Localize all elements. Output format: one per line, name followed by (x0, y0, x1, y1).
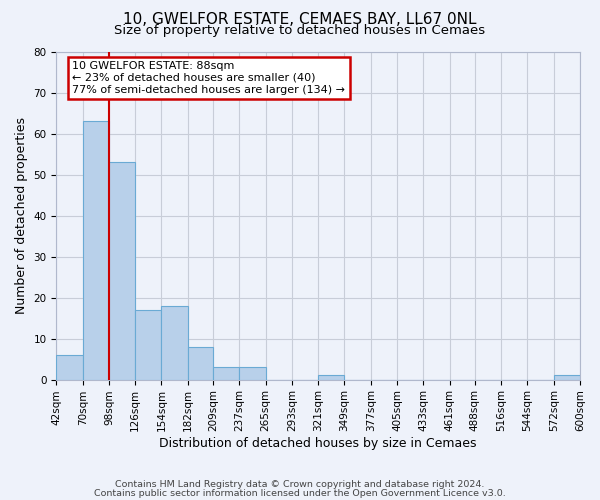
Y-axis label: Number of detached properties: Number of detached properties (15, 117, 28, 314)
Text: 10 GWELFOR ESTATE: 88sqm
← 23% of detached houses are smaller (40)
77% of semi-d: 10 GWELFOR ESTATE: 88sqm ← 23% of detach… (72, 62, 345, 94)
Bar (135, 310, 161, 380)
Bar (554, 376, 580, 380)
Bar (161, 306, 188, 380)
Text: 10, GWELFOR ESTATE, CEMAES BAY, LL67 0NL: 10, GWELFOR ESTATE, CEMAES BAY, LL67 0NL (123, 12, 477, 28)
Bar (109, 162, 135, 380)
Text: Contains HM Land Registry data © Crown copyright and database right 2024.: Contains HM Land Registry data © Crown c… (115, 480, 485, 489)
Text: Contains public sector information licensed under the Open Government Licence v3: Contains public sector information licen… (94, 489, 506, 498)
Bar (239, 368, 266, 380)
Text: Size of property relative to detached houses in Cemaes: Size of property relative to detached ho… (115, 24, 485, 37)
Bar (188, 347, 213, 380)
Bar (83, 121, 109, 380)
Bar (318, 376, 344, 380)
X-axis label: Distribution of detached houses by size in Cemaes: Distribution of detached houses by size … (160, 437, 477, 450)
Bar (56, 355, 83, 380)
Bar (213, 368, 239, 380)
